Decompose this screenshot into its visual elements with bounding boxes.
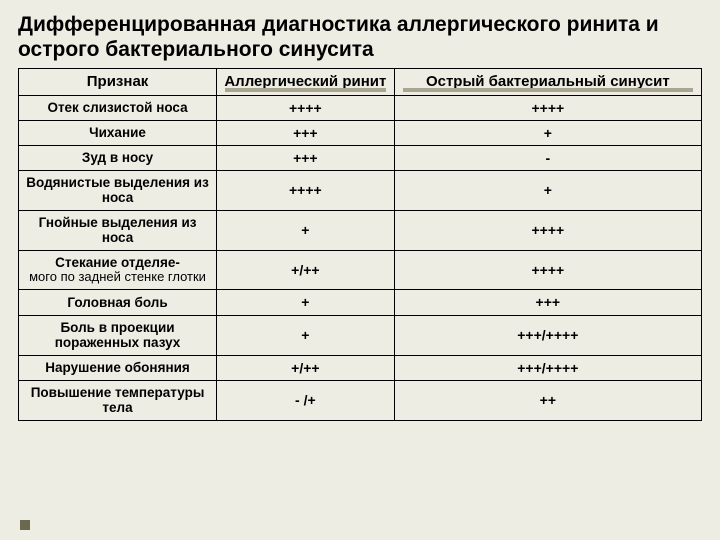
value-cell: - [394,145,701,170]
value-cell: + [217,210,395,250]
header-feature: Признак [19,69,217,95]
feature-cell: Водянистые выделения из носа [19,170,217,210]
table-row: Головная боль++++ [19,290,702,315]
table-body: Отек слизистой носа++++++++Чихание++++Зу… [19,95,702,420]
table-header-row: Признак Аллергический ринит Острый бакте… [19,69,702,95]
feature-cell: Гнойные выделения из носа [19,210,217,250]
slide-bullet [20,520,30,530]
feature-cell: Стекание отделяе-мого по задней стенке г… [19,250,217,289]
header-allergic: Аллергический ринит [217,69,395,95]
feature-cell: Зуд в носу [19,145,217,170]
table-row: Нарушение обоняния+/+++++/++++ [19,355,702,380]
value-cell: + [217,315,395,355]
header-underline [225,88,386,92]
feature-cell: Боль в проекции пораженных пазух [19,315,217,355]
value-cell: +++/++++ [394,355,701,380]
value-cell: +/++ [217,250,395,289]
header-label: Признак [25,73,210,90]
table-row: Гнойные выделения из носа+++++ [19,210,702,250]
comparison-table: Признак Аллергический ринит Острый бакте… [18,68,702,420]
table-row: Зуд в носу+++- [19,145,702,170]
value-cell: ++++ [394,95,701,120]
table-row: Повышение температуры тела- /+++ [19,380,702,420]
value-cell: + [394,120,701,145]
value-cell: +++ [394,290,701,315]
value-cell: + [217,290,395,315]
table-row: Стекание отделяе-мого по задней стенке г… [19,250,702,289]
value-cell: ++ [394,380,701,420]
feature-cell: Нарушение обоняния [19,355,217,380]
value-cell: +++ [217,120,395,145]
table-row: Водянистые выделения из носа+++++ [19,170,702,210]
table-row: Чихание++++ [19,120,702,145]
header-underline [403,88,693,92]
value-cell: ++++ [217,95,395,120]
header-bacterial: Острый бактериальный синусит [394,69,701,95]
value-cell: ++++ [394,210,701,250]
value-cell: ++++ [394,250,701,289]
value-cell: ++++ [217,170,395,210]
feature-cell: Повышение температуры тела [19,380,217,420]
table-row: Отек слизистой носа++++++++ [19,95,702,120]
feature-cell: Головная боль [19,290,217,315]
feature-cell: Чихание [19,120,217,145]
value-cell: +/++ [217,355,395,380]
value-cell: - /+ [217,380,395,420]
page-title: Дифференцированная диагностика аллергиче… [18,12,702,62]
value-cell: + [394,170,701,210]
table-row: Боль в проекции пораженных пазух++++/+++… [19,315,702,355]
value-cell: +++/++++ [394,315,701,355]
value-cell: +++ [217,145,395,170]
feature-cell: Отек слизистой носа [19,95,217,120]
